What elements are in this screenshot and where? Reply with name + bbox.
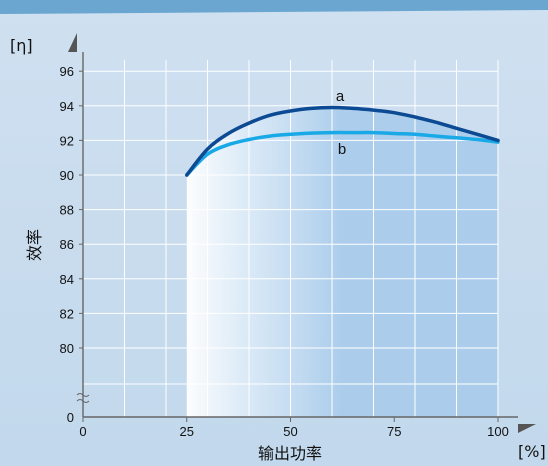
y-tick-label-zero: 0	[67, 410, 74, 425]
axis-break-marks	[76, 393, 90, 403]
y-tick-label: 84	[60, 272, 74, 287]
x-axis-unit: [%]	[518, 442, 546, 461]
y-tick-label: 94	[60, 99, 74, 114]
x-tick-label: 50	[283, 424, 297, 439]
series-label-a: a	[336, 88, 345, 105]
y-tick-label: 86	[60, 237, 74, 252]
y-tick-label: 88	[60, 203, 74, 218]
y-tick-label: 92	[60, 133, 74, 148]
y-axis-arrow	[68, 33, 77, 52]
y-axis-title: 效率	[25, 229, 44, 261]
series-line-a	[185, 105, 500, 177]
x-tick-label: 100	[487, 424, 509, 439]
series-line-b	[185, 130, 500, 177]
y-tick-label: 90	[60, 168, 74, 183]
y-tick-label: 82	[60, 306, 74, 321]
x-tick-label: 25	[180, 424, 194, 439]
y-tick-label: 96	[60, 64, 74, 79]
y-axis-unit: [η]	[10, 36, 33, 55]
area-under-curve	[186, 107, 498, 417]
y-tick-label: 80	[60, 341, 74, 356]
x-tick-label: 75	[387, 424, 401, 439]
x-tick-label: 0	[79, 424, 86, 439]
series-label-b: b	[338, 141, 346, 158]
x-axis-title: 输出功率	[258, 444, 322, 463]
x-axis-arrow	[518, 424, 536, 433]
